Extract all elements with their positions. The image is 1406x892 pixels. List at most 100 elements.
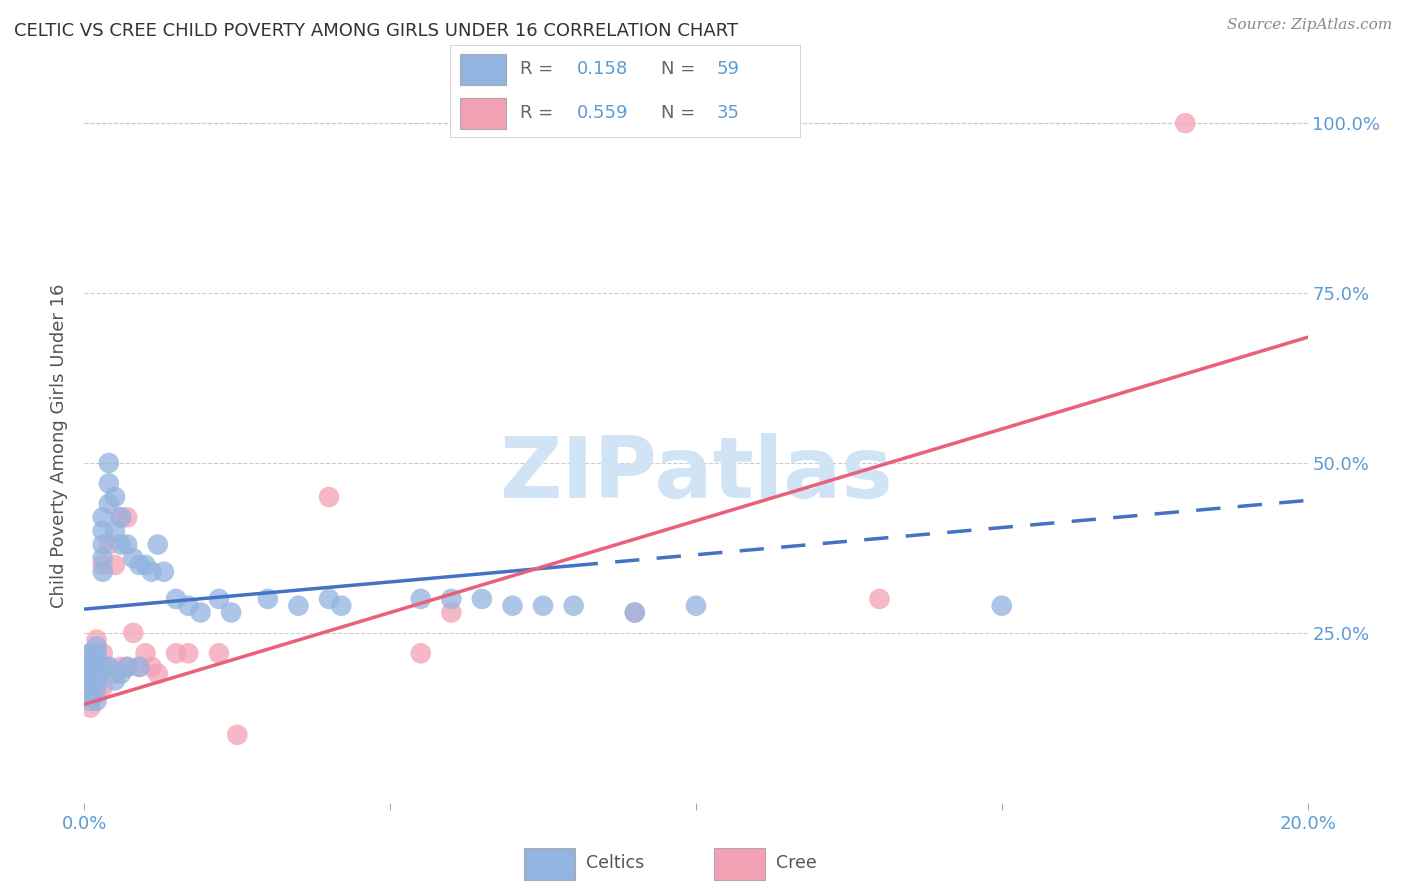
Point xyxy=(104,490,127,504)
Point xyxy=(104,666,127,681)
Point xyxy=(440,606,463,620)
Point xyxy=(869,591,891,606)
Point xyxy=(79,687,101,701)
Point xyxy=(86,660,108,674)
Point xyxy=(79,687,101,701)
Point xyxy=(97,456,120,470)
Text: Celtics: Celtics xyxy=(586,854,644,872)
Point xyxy=(1174,116,1197,130)
Point xyxy=(86,694,108,708)
Point xyxy=(115,660,138,674)
Point xyxy=(79,646,101,660)
Point xyxy=(86,653,108,667)
Point xyxy=(128,558,150,572)
Point xyxy=(110,660,132,674)
Point xyxy=(79,700,101,714)
Point xyxy=(86,687,108,701)
FancyBboxPatch shape xyxy=(461,98,506,129)
Point xyxy=(502,599,524,613)
Point xyxy=(79,646,101,660)
Point xyxy=(86,673,108,688)
Point xyxy=(91,537,114,551)
Point xyxy=(562,599,585,613)
Point xyxy=(104,673,127,688)
Point xyxy=(110,510,132,524)
FancyBboxPatch shape xyxy=(524,848,575,880)
Point xyxy=(97,660,120,674)
Point xyxy=(128,660,150,674)
Point xyxy=(153,565,176,579)
Point xyxy=(110,510,132,524)
Text: 0.559: 0.559 xyxy=(576,104,628,122)
Point xyxy=(79,660,101,674)
Point xyxy=(79,653,101,667)
Point xyxy=(135,558,157,572)
Point xyxy=(97,476,120,491)
Point xyxy=(318,490,340,504)
Point xyxy=(104,524,127,538)
Point xyxy=(208,646,231,660)
Point xyxy=(91,565,114,579)
Point xyxy=(86,646,108,660)
Point xyxy=(110,537,132,551)
Point xyxy=(624,606,647,620)
Point xyxy=(91,646,114,660)
Point xyxy=(97,660,120,674)
Point xyxy=(79,673,101,688)
Point xyxy=(97,497,120,511)
Point xyxy=(177,646,200,660)
Point xyxy=(86,666,108,681)
Text: CELTIC VS CREE CHILD POVERTY AMONG GIRLS UNDER 16 CORRELATION CHART: CELTIC VS CREE CHILD POVERTY AMONG GIRLS… xyxy=(14,22,738,40)
Point xyxy=(79,673,101,688)
Point xyxy=(91,551,114,566)
Text: R =: R = xyxy=(520,104,560,122)
Point xyxy=(91,680,114,694)
Point xyxy=(86,632,108,647)
Point xyxy=(226,728,249,742)
Text: Source: ZipAtlas.com: Source: ZipAtlas.com xyxy=(1226,18,1392,32)
Point xyxy=(685,599,707,613)
Point xyxy=(190,606,212,620)
Point xyxy=(91,558,114,572)
Text: 35: 35 xyxy=(717,104,740,122)
Point xyxy=(86,680,108,694)
Point xyxy=(135,646,157,660)
FancyBboxPatch shape xyxy=(461,54,506,85)
Point xyxy=(122,551,145,566)
Point xyxy=(104,558,127,572)
FancyBboxPatch shape xyxy=(714,848,765,880)
Point xyxy=(110,666,132,681)
Point xyxy=(165,591,187,606)
Point xyxy=(318,591,340,606)
Text: Cree: Cree xyxy=(776,854,817,872)
Point xyxy=(177,599,200,613)
Point xyxy=(91,660,114,674)
Point xyxy=(257,591,280,606)
Point xyxy=(531,599,554,613)
Point xyxy=(115,660,138,674)
Point xyxy=(409,646,432,660)
Point xyxy=(330,599,353,613)
Point xyxy=(86,646,108,660)
Point xyxy=(146,666,169,681)
Point xyxy=(79,680,101,694)
Point xyxy=(97,537,120,551)
Text: 0.158: 0.158 xyxy=(576,61,627,78)
Point xyxy=(91,510,114,524)
Point xyxy=(624,606,647,620)
Text: R =: R = xyxy=(520,61,560,78)
Point xyxy=(141,565,163,579)
Point xyxy=(208,591,231,606)
Point xyxy=(86,640,108,654)
FancyBboxPatch shape xyxy=(450,45,801,138)
Text: ZIPatlas: ZIPatlas xyxy=(499,433,893,516)
Point xyxy=(409,591,432,606)
Point xyxy=(79,694,101,708)
Point xyxy=(991,599,1014,613)
Text: 59: 59 xyxy=(717,61,740,78)
Point xyxy=(141,660,163,674)
Point xyxy=(115,537,138,551)
Point xyxy=(287,599,309,613)
Point xyxy=(165,646,187,660)
Point xyxy=(79,660,101,674)
